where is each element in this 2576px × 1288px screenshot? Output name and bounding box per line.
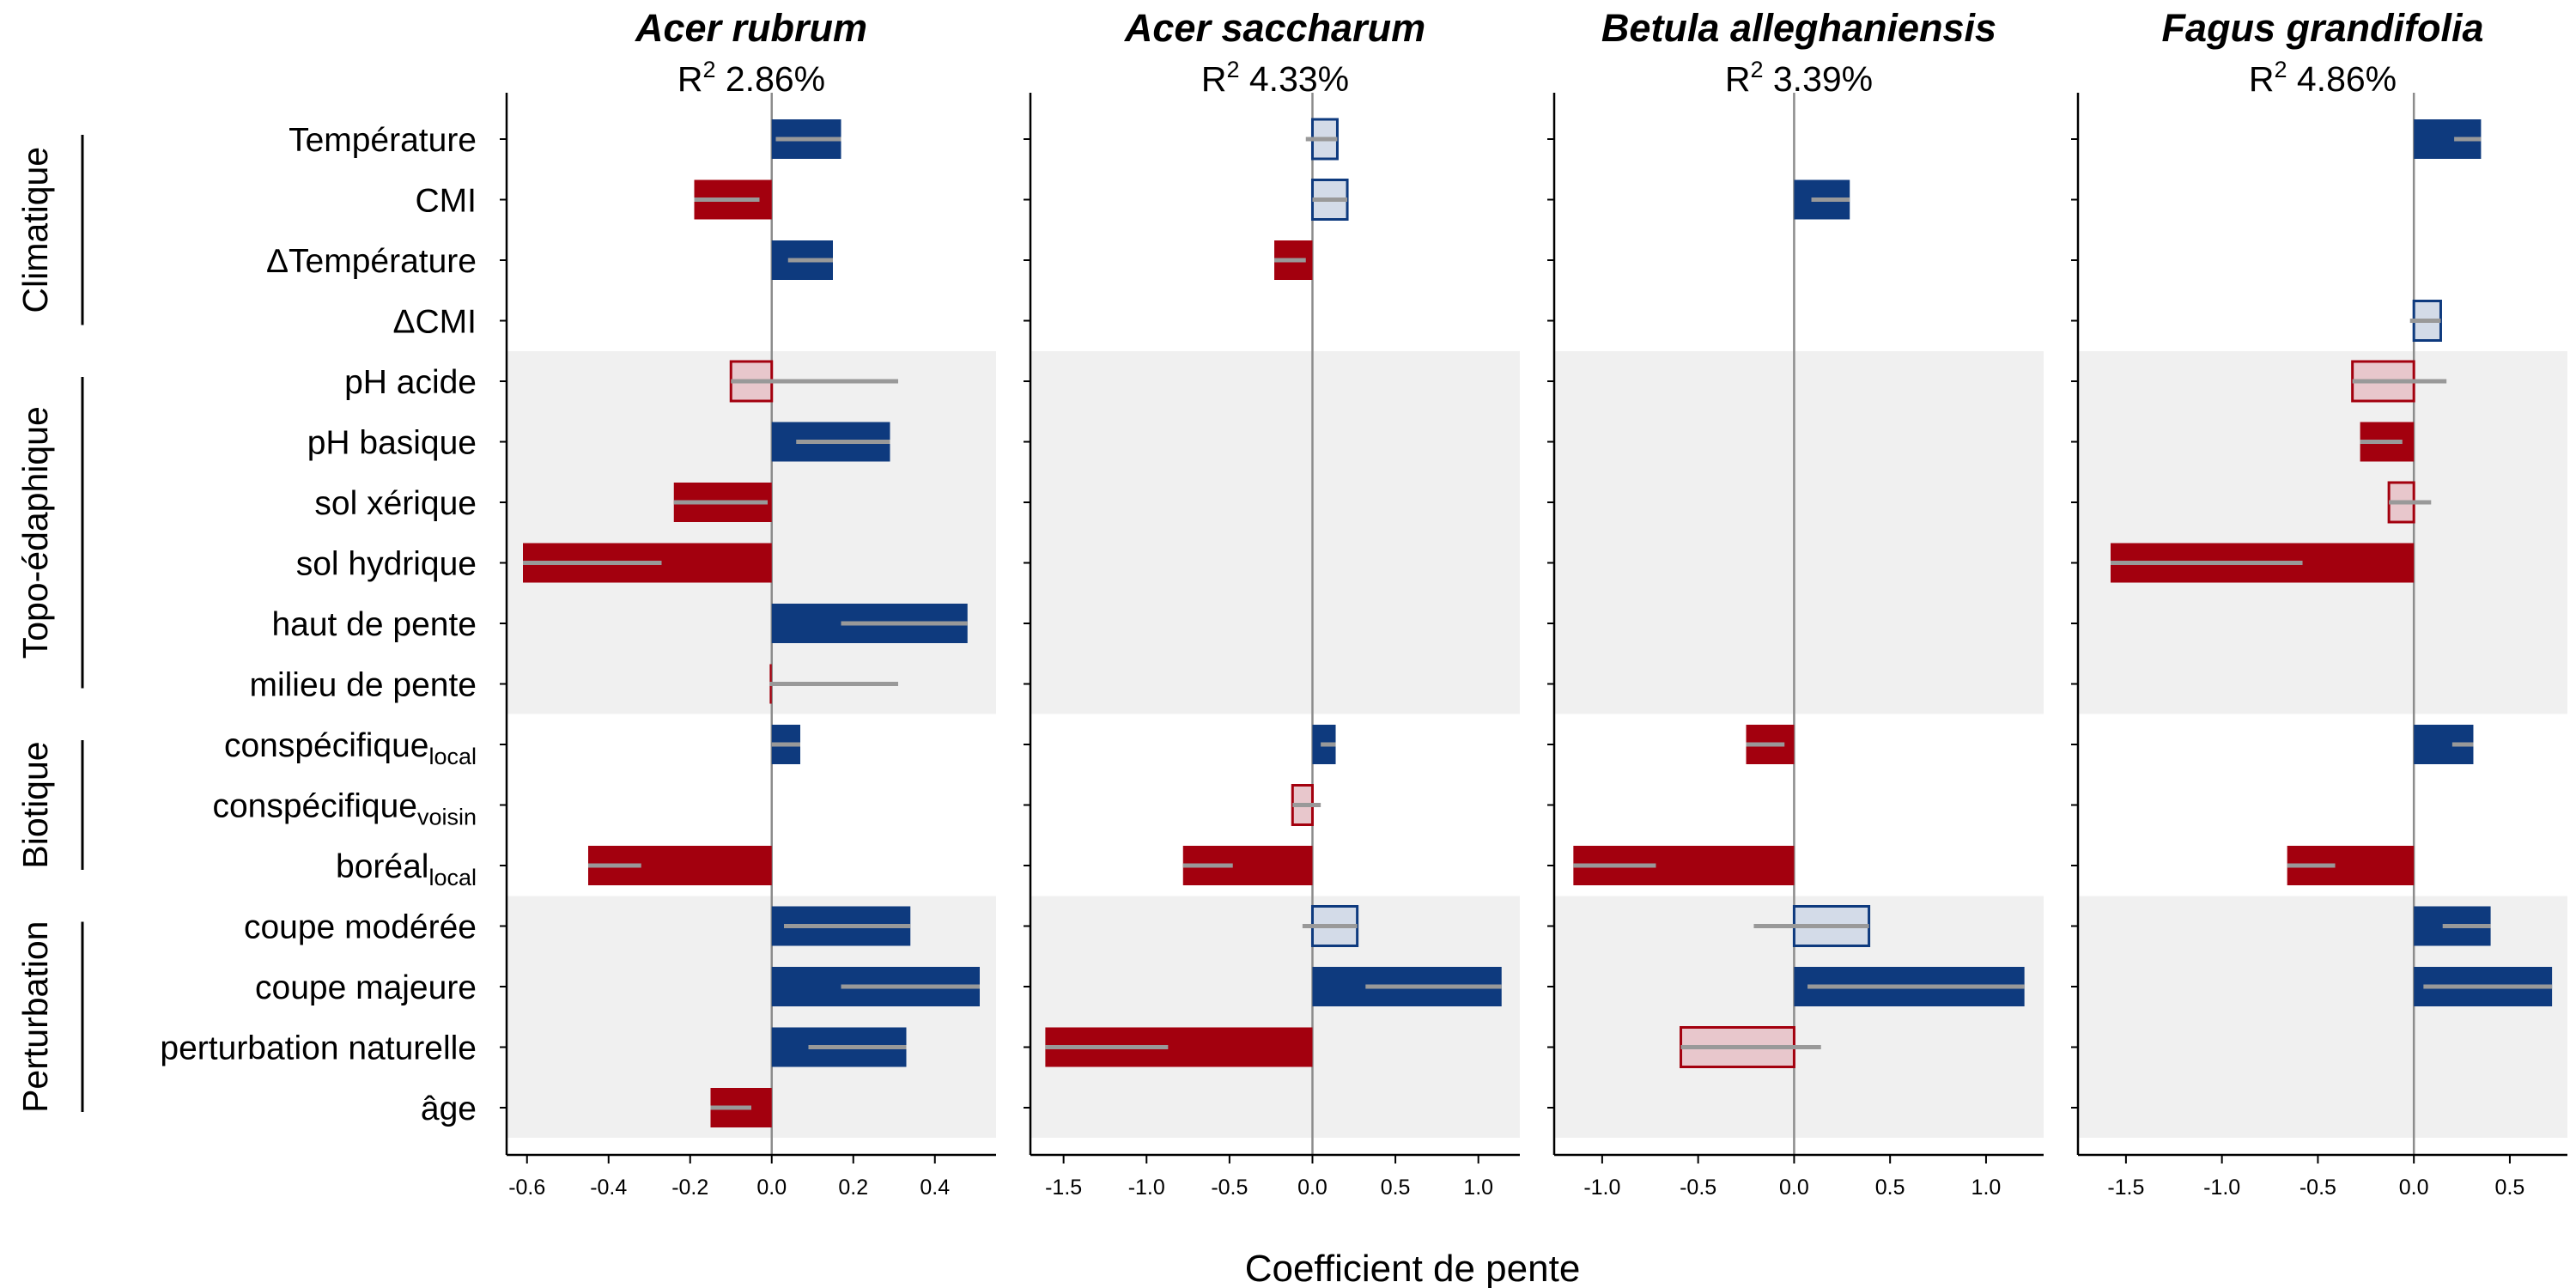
panel-title: Acer saccharum: [1124, 6, 1425, 50]
x-tick-label: 0.0: [1779, 1176, 1809, 1200]
x-tick-label: -0.5: [1211, 1176, 1248, 1200]
x-tick-label: -1.0: [1128, 1176, 1165, 1200]
row-label-cmi: CMI: [416, 183, 477, 220]
panel-1: -1.5 -1.0 -0.5 0.0 0.5 1.0 Acer saccharum R2 4.…: [1024, 6, 1520, 1200]
group-labels: Climatique Topo-édaphique Biotique Perturba…: [15, 135, 84, 1113]
group-band-1-panel-1: [1030, 351, 1520, 714]
panel-title: Betula alleghaniensis: [1601, 6, 1996, 50]
x-tick-label: 0.2: [838, 1176, 868, 1200]
group-label-0: Climatique: [15, 147, 55, 313]
row-label-age: âge: [421, 1091, 477, 1127]
panel-r2: R2 2.86%: [677, 57, 825, 99]
row-label-ph_basique: pH basique: [307, 425, 477, 462]
row-label-ph_acide: pH acide: [344, 364, 477, 401]
row-label-pert_naturelle: perturbation naturelle: [160, 1030, 477, 1067]
x-tick-label: -1.0: [2203, 1176, 2240, 1200]
x-tick-label: -1.0: [1583, 1176, 1620, 1200]
group-label-3: Perturbation: [15, 921, 55, 1113]
row-label-coupe_majeure: coupe majeure: [255, 969, 477, 1006]
panel-title: Fagus grandifolia: [2161, 6, 2483, 50]
group-band-1-panel-3: [2078, 351, 2567, 714]
row-label-temperature: Température: [289, 122, 477, 159]
panel-0: -0.6 -0.4 -0.2 0.0 0.2 0.4 Acer rubrum R2 2.86%: [500, 6, 996, 1200]
x-tick-label: 0.5: [1875, 1176, 1905, 1200]
row-label-dtemperature: ΔTempérature: [266, 243, 477, 280]
x-tick-label: 1.0: [1971, 1176, 2002, 1200]
row-label-sol_xerique: sol xérique: [314, 485, 477, 522]
x-tick-label: 1.0: [1463, 1176, 1493, 1200]
x-axis-label: Coefficient de pente: [1245, 1248, 1581, 1288]
row-label-sol_hydrique: sol hydrique: [296, 546, 477, 583]
row-label-coupe_moderee: coupe modérée: [244, 909, 477, 946]
row-labels: Température CMI ΔTempérature ΔCMI pH acide pH…: [160, 122, 477, 1127]
row-label-consp_voisin: conspécifiquevoisin: [212, 788, 477, 830]
x-tick-label: 0.0: [2399, 1176, 2429, 1200]
x-tick-label: -1.5: [1045, 1176, 1082, 1200]
panel-r2: R2 4.86%: [2249, 57, 2397, 99]
row-label-milieu_pente: milieu de pente: [249, 667, 477, 704]
x-tick-label: -0.6: [508, 1176, 545, 1200]
x-tick-label: 0.4: [920, 1176, 950, 1200]
x-tick-label: 0.0: [1297, 1176, 1327, 1200]
x-tick-label: -0.5: [1680, 1176, 1716, 1200]
panel-r2: R2 4.33%: [1201, 57, 1349, 99]
panel-r2: R2 3.39%: [1725, 57, 1873, 99]
group-label-2: Biotique: [15, 741, 55, 868]
panels: -0.6 -0.4 -0.2 0.0 0.2 0.4 Acer rubrum R2 2.86%…: [500, 6, 2567, 1200]
x-tick-label: -0.4: [590, 1176, 627, 1200]
row-label-haut_pente: haut de pente: [271, 606, 477, 643]
group-band-3-panel-1: [1030, 896, 1520, 1138]
group-band-1-panel-0: [507, 351, 996, 714]
group-bands: [507, 351, 2567, 1138]
x-tick-label: -0.2: [671, 1176, 708, 1200]
x-tick-label: -0.5: [2300, 1176, 2336, 1200]
group-band-1-panel-2: [1554, 351, 2044, 714]
group-band-3-panel-3: [2078, 896, 2567, 1138]
panel-2: -1.0 -0.5 0.0 0.5 1.0 Betula alleghaniensis R2…: [1547, 6, 2044, 1200]
x-tick-label: 0.0: [756, 1176, 787, 1200]
panel-3: -1.5 -1.0 -0.5 0.0 0.5 Fagus grandifolia R2 4.…: [2071, 6, 2567, 1200]
row-label-boreal_local: boréallocal: [336, 848, 477, 890]
row-label-consp_local: conspécifiquelocal: [224, 727, 477, 769]
x-tick-label: -1.5: [2107, 1176, 2144, 1200]
panel-title: Acer rubrum: [635, 6, 867, 50]
x-tick-label: 0.5: [2495, 1176, 2525, 1200]
x-tick-label: 0.5: [1381, 1176, 1411, 1200]
group-label-1: Topo-édaphique: [15, 406, 55, 659]
row-label-dcmi: ΔCMI: [392, 304, 477, 341]
